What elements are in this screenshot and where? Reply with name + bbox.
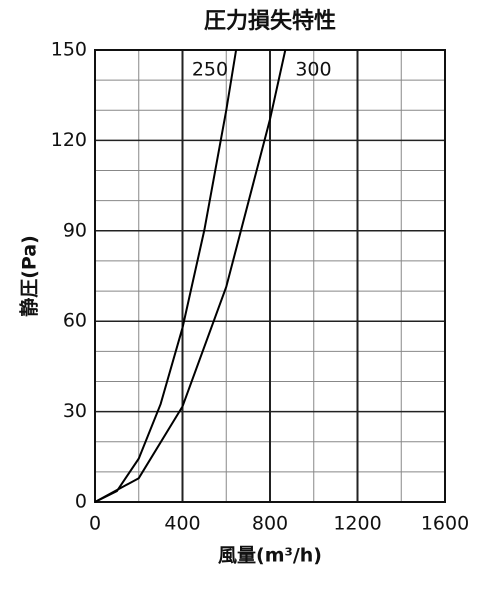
plot-frame	[94, 49, 446, 503]
x-tick-label: 800	[252, 513, 288, 535]
y-tick-label: 30	[63, 400, 87, 422]
x-tick-label: 1600	[421, 513, 469, 535]
series-label: 300	[295, 59, 331, 81]
chart-title: 圧力損失特性	[204, 8, 336, 34]
y-tick-label: 150	[51, 39, 87, 61]
series-line	[94, 49, 238, 503]
y-tick-label: 0	[75, 491, 87, 513]
x-tick-label: 1200	[333, 513, 381, 535]
x-tick-label: 0	[89, 513, 101, 535]
x-axis-label: 風量(m³/h)	[218, 545, 322, 567]
y-tick-label: 120	[51, 129, 87, 151]
series-line	[94, 49, 287, 503]
y-axis-label: 静圧(Pa)	[18, 235, 41, 317]
series-label: 250	[192, 59, 228, 81]
x-tick-label: 400	[164, 513, 200, 535]
y-tick-label: 90	[63, 219, 87, 241]
y-tick-label: 60	[63, 310, 87, 332]
